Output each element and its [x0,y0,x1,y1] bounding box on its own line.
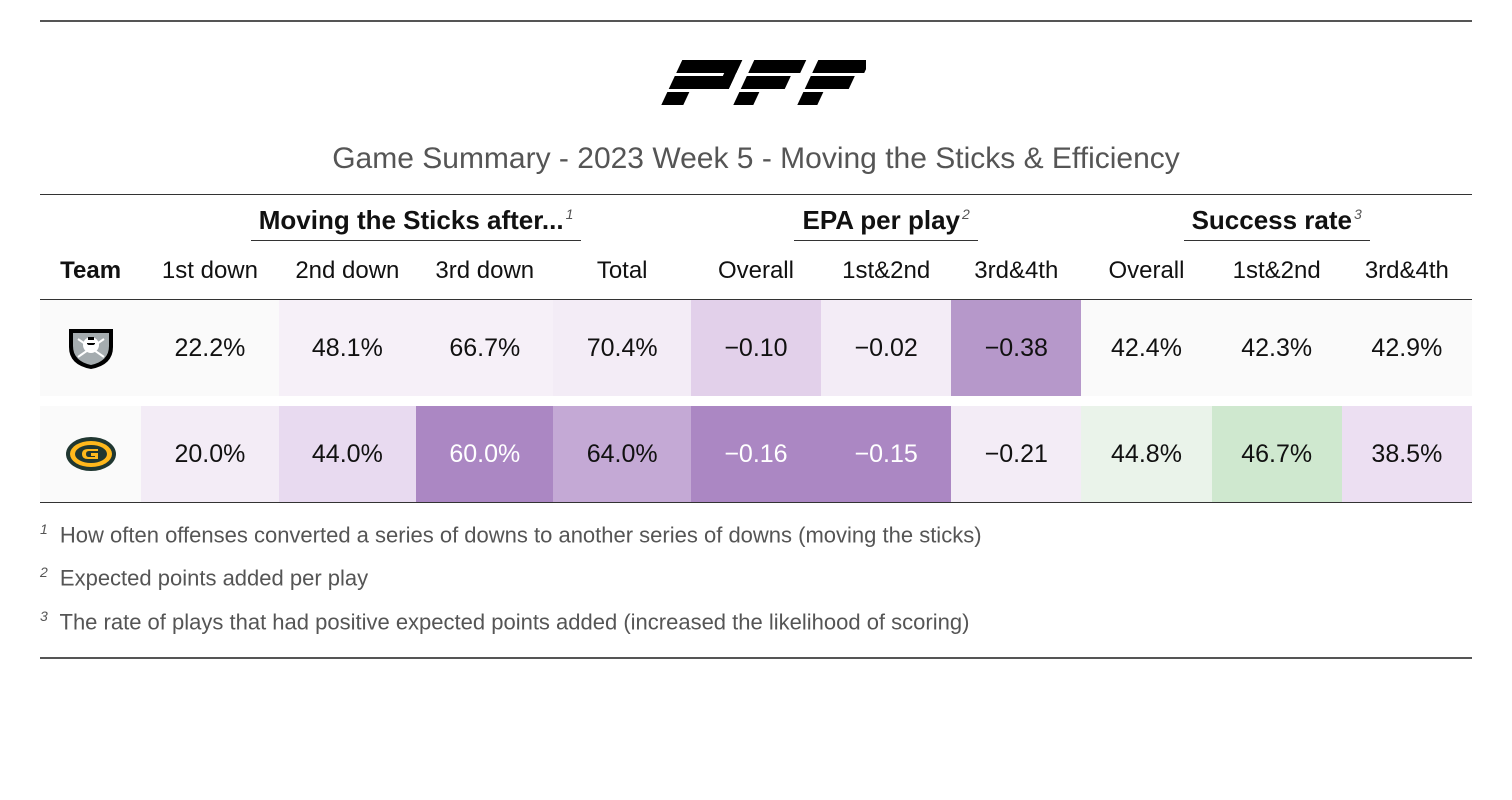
stat-cell: 44.0% [279,406,416,502]
header-sub-row: Team 1st down 2nd down 3rd down Total Ov… [40,247,1472,300]
stat-cell: 44.8% [1081,406,1211,502]
col-header: 1st&2nd [821,247,951,300]
footnote: 2 Expected points added per play [40,556,1472,599]
group-label: Moving the Sticks after... [259,205,564,235]
stat-cell: −0.38 [951,300,1081,397]
col-header: Overall [1081,247,1211,300]
team-logo-cell-packers [40,406,141,502]
stat-cell: 42.4% [1081,300,1211,397]
col-header: 3rd down [416,247,553,300]
stat-cell: 70.4% [553,300,690,397]
group-label: EPA per play [802,205,960,235]
stat-cell: 48.1% [279,300,416,397]
footnote: 1 How often offenses converted a series … [40,513,1472,556]
stat-cell: 22.2% [141,300,278,397]
stat-cell: −0.21 [951,406,1081,502]
top-rule [40,20,1472,22]
footnote: 3 The rate of plays that had positive ex… [40,600,1472,643]
team-logo-cell-raiders [40,300,141,397]
stat-cell: 42.3% [1212,300,1342,397]
stat-cell: 60.0% [416,406,553,502]
table-row: 20.0%44.0%60.0%64.0%−0.16−0.15−0.2144.8%… [40,406,1472,502]
group-success-rate: Success rate3 [1081,195,1472,248]
col-team: Team [40,247,141,300]
group-moving-sticks: Moving the Sticks after...1 [141,195,691,248]
stat-cell: 42.9% [1342,300,1472,397]
header-blank [40,195,141,248]
header-group-row: Moving the Sticks after...1 EPA per play… [40,195,1472,248]
col-header: Total [553,247,690,300]
col-header: 3rd&4th [951,247,1081,300]
stat-cell: 20.0% [141,406,278,502]
stat-cell: −0.16 [691,406,821,502]
stats-table: Moving the Sticks after...1 EPA per play… [40,194,1472,502]
group-epa: EPA per play2 [691,195,1082,248]
group-sup: 3 [1354,206,1362,222]
group-sup: 1 [566,206,574,222]
row-gap [40,396,1472,406]
table-row: 22.2%48.1%66.7%70.4%−0.10−0.02−0.3842.4%… [40,300,1472,397]
logo-wrap [40,52,1472,117]
col-header: 3rd&4th [1342,247,1472,300]
col-header: Overall [691,247,821,300]
group-sup: 2 [962,206,970,222]
report-container: Game Summary - 2023 Week 5 - Moving the … [40,20,1472,659]
stat-cell: −0.10 [691,300,821,397]
footnotes: 1 How often offenses converted a series … [40,502,1472,659]
page-title: Game Summary - 2023 Week 5 - Moving the … [40,142,1472,176]
stat-cell: −0.15 [821,406,951,502]
raiders-logo-icon [64,325,118,371]
packers-logo-icon [64,434,118,474]
stat-cell: 66.7% [416,300,553,397]
stat-cell: 38.5% [1342,406,1472,502]
group-label: Success rate [1192,205,1352,235]
col-header: 1st&2nd [1212,247,1342,300]
pff-logo-icon [646,52,866,112]
stat-cell: 64.0% [553,406,690,502]
stat-cell: 46.7% [1212,406,1342,502]
col-header: 1st down [141,247,278,300]
col-header: 2nd down [279,247,416,300]
stat-cell: −0.02 [821,300,951,397]
